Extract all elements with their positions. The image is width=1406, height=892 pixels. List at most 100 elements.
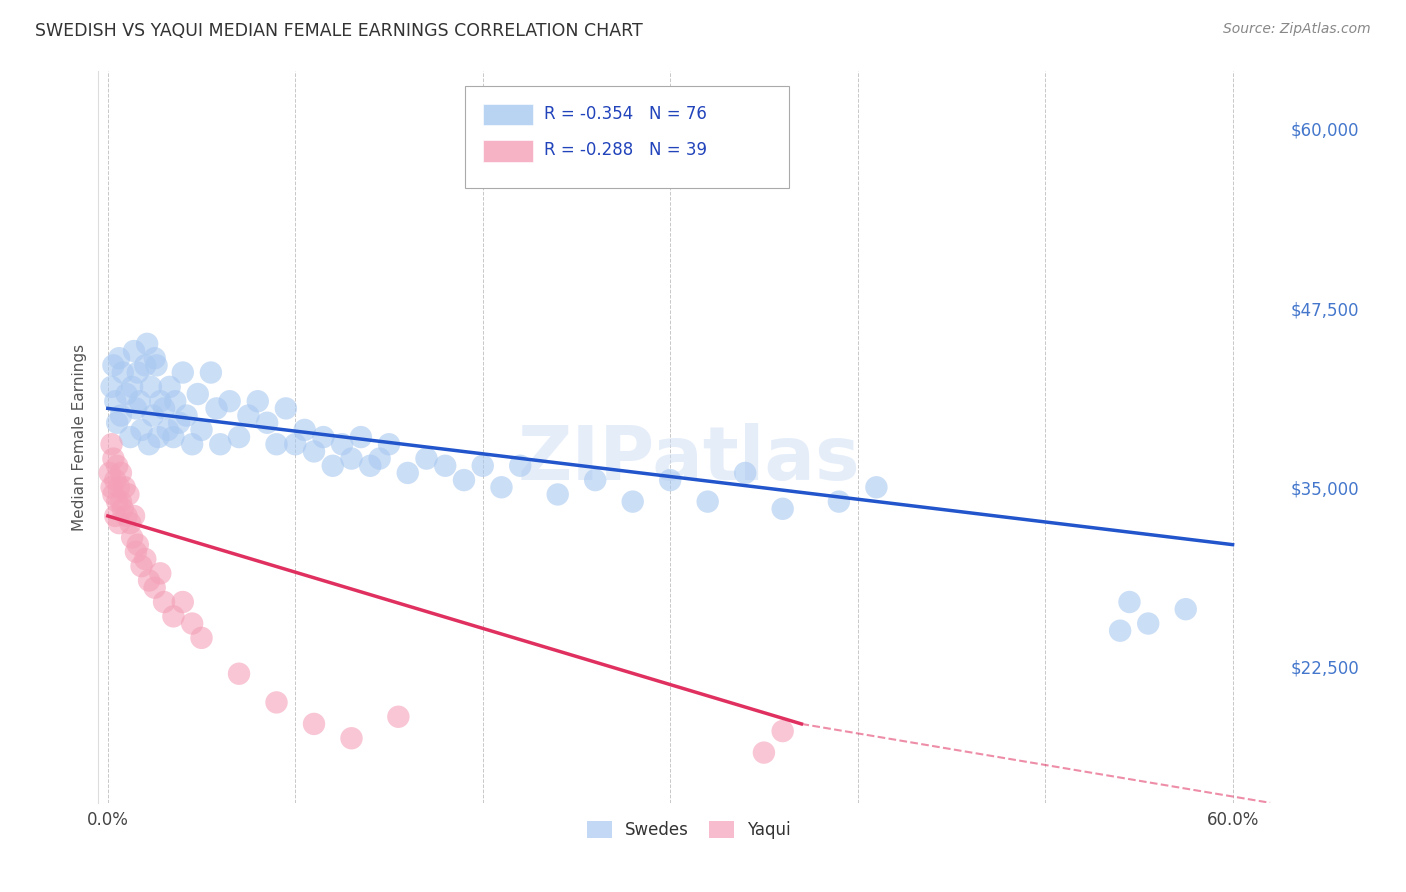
Point xyxy=(752,746,775,760)
Point xyxy=(162,430,184,444)
Point xyxy=(100,380,122,394)
Point xyxy=(127,538,149,552)
Point xyxy=(434,458,457,473)
Point xyxy=(121,380,143,394)
Point xyxy=(111,366,134,380)
Point xyxy=(105,416,128,430)
Point xyxy=(104,394,127,409)
Point xyxy=(1109,624,1132,638)
Point xyxy=(120,430,142,444)
Point xyxy=(294,423,316,437)
Point xyxy=(145,359,167,373)
Point xyxy=(159,380,181,394)
Point xyxy=(209,437,232,451)
Point xyxy=(115,508,138,523)
Point xyxy=(205,401,228,416)
Point xyxy=(122,344,145,359)
Point xyxy=(359,458,381,473)
Point xyxy=(696,494,718,508)
Point xyxy=(136,336,159,351)
Point xyxy=(134,359,156,373)
Point xyxy=(98,466,121,480)
Point xyxy=(114,480,136,494)
Point xyxy=(228,430,250,444)
Point xyxy=(772,501,794,516)
Point xyxy=(453,473,475,487)
Point xyxy=(256,416,278,430)
Point xyxy=(127,366,149,380)
Point xyxy=(111,501,134,516)
Point xyxy=(387,710,409,724)
Point xyxy=(284,437,307,451)
Point xyxy=(302,717,325,731)
Point xyxy=(266,695,288,709)
Point xyxy=(103,451,125,466)
FancyBboxPatch shape xyxy=(484,140,533,162)
Point xyxy=(156,423,179,437)
Point xyxy=(138,437,160,451)
Y-axis label: Median Female Earnings: Median Female Earnings xyxy=(72,343,87,531)
Point xyxy=(734,466,756,480)
Point xyxy=(125,545,148,559)
FancyBboxPatch shape xyxy=(464,86,789,188)
Point xyxy=(190,631,212,645)
Point xyxy=(162,609,184,624)
Point xyxy=(659,473,682,487)
Point xyxy=(238,409,260,423)
Point xyxy=(340,451,363,466)
Point xyxy=(100,480,122,494)
Point xyxy=(350,430,373,444)
Text: Source: ZipAtlas.com: Source: ZipAtlas.com xyxy=(1223,22,1371,37)
Point xyxy=(103,487,125,501)
Point xyxy=(396,466,419,480)
Text: SWEDISH VS YAQUI MEDIAN FEMALE EARNINGS CORRELATION CHART: SWEDISH VS YAQUI MEDIAN FEMALE EARNINGS … xyxy=(35,22,643,40)
Point xyxy=(302,444,325,458)
Point xyxy=(176,409,198,423)
Point xyxy=(583,473,606,487)
Point xyxy=(122,508,145,523)
Point xyxy=(330,437,353,451)
Point xyxy=(120,516,142,530)
Point xyxy=(190,423,212,437)
Text: R = -0.354   N = 76: R = -0.354 N = 76 xyxy=(544,104,707,123)
Point xyxy=(138,574,160,588)
Point xyxy=(621,494,644,508)
Point xyxy=(131,423,153,437)
Point xyxy=(153,401,176,416)
Point xyxy=(218,394,240,409)
Point xyxy=(108,480,131,494)
Point xyxy=(117,487,139,501)
Point xyxy=(828,494,851,508)
Point xyxy=(104,508,127,523)
Point xyxy=(274,401,297,416)
Point xyxy=(143,581,166,595)
Point xyxy=(143,351,166,366)
Point xyxy=(108,351,131,366)
Point xyxy=(172,366,194,380)
Point xyxy=(148,430,170,444)
Point xyxy=(115,387,138,401)
Point xyxy=(105,494,128,508)
Point xyxy=(181,616,204,631)
Point xyxy=(200,366,222,380)
Point xyxy=(228,666,250,681)
Point xyxy=(105,458,128,473)
Text: R = -0.288   N = 39: R = -0.288 N = 39 xyxy=(544,141,707,160)
Point xyxy=(471,458,494,473)
Point xyxy=(172,595,194,609)
FancyBboxPatch shape xyxy=(484,103,533,126)
Point xyxy=(547,487,569,501)
Point xyxy=(266,437,288,451)
Point xyxy=(322,458,344,473)
Point xyxy=(149,394,172,409)
Point xyxy=(167,416,190,430)
Point xyxy=(491,480,513,494)
Point xyxy=(378,437,401,451)
Legend: Swedes, Yaqui: Swedes, Yaqui xyxy=(581,814,797,846)
Point xyxy=(108,516,131,530)
Point xyxy=(104,473,127,487)
Point xyxy=(128,394,150,409)
Point xyxy=(110,409,132,423)
Point xyxy=(312,430,335,444)
Point xyxy=(165,394,187,409)
